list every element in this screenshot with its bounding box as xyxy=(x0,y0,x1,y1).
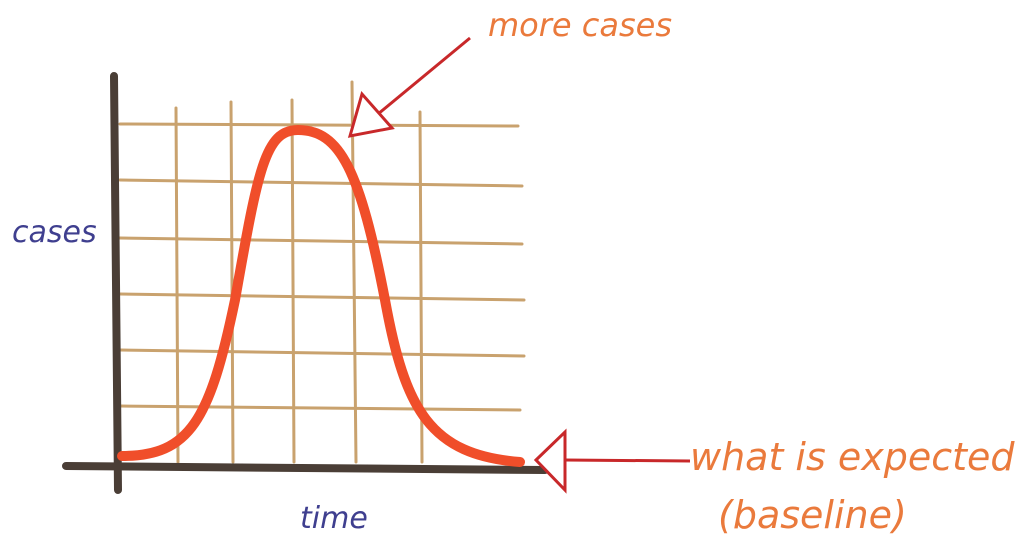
grid-line xyxy=(118,348,526,358)
x-axis xyxy=(62,462,549,474)
grid-line xyxy=(174,106,180,464)
grid-line xyxy=(418,110,424,464)
grid-line xyxy=(118,292,526,302)
baseline-label: what is expected xyxy=(690,435,1015,479)
grid-line xyxy=(118,122,520,128)
peak-arrow xyxy=(347,36,471,138)
baseline-label: (baseline) xyxy=(718,493,907,537)
grid xyxy=(118,80,526,464)
grid-line xyxy=(290,98,296,464)
y-axis xyxy=(110,72,122,494)
curve xyxy=(117,124,525,467)
x-axis-label: time xyxy=(300,501,368,536)
grid-line xyxy=(118,404,522,412)
grid-line xyxy=(118,236,524,246)
baseline-arrow xyxy=(533,428,691,494)
grid-line xyxy=(350,80,358,464)
y-axis-label: cases xyxy=(12,215,97,250)
grid-line xyxy=(118,178,524,188)
grid-line xyxy=(229,100,235,464)
peak-label: more cases xyxy=(488,6,672,44)
